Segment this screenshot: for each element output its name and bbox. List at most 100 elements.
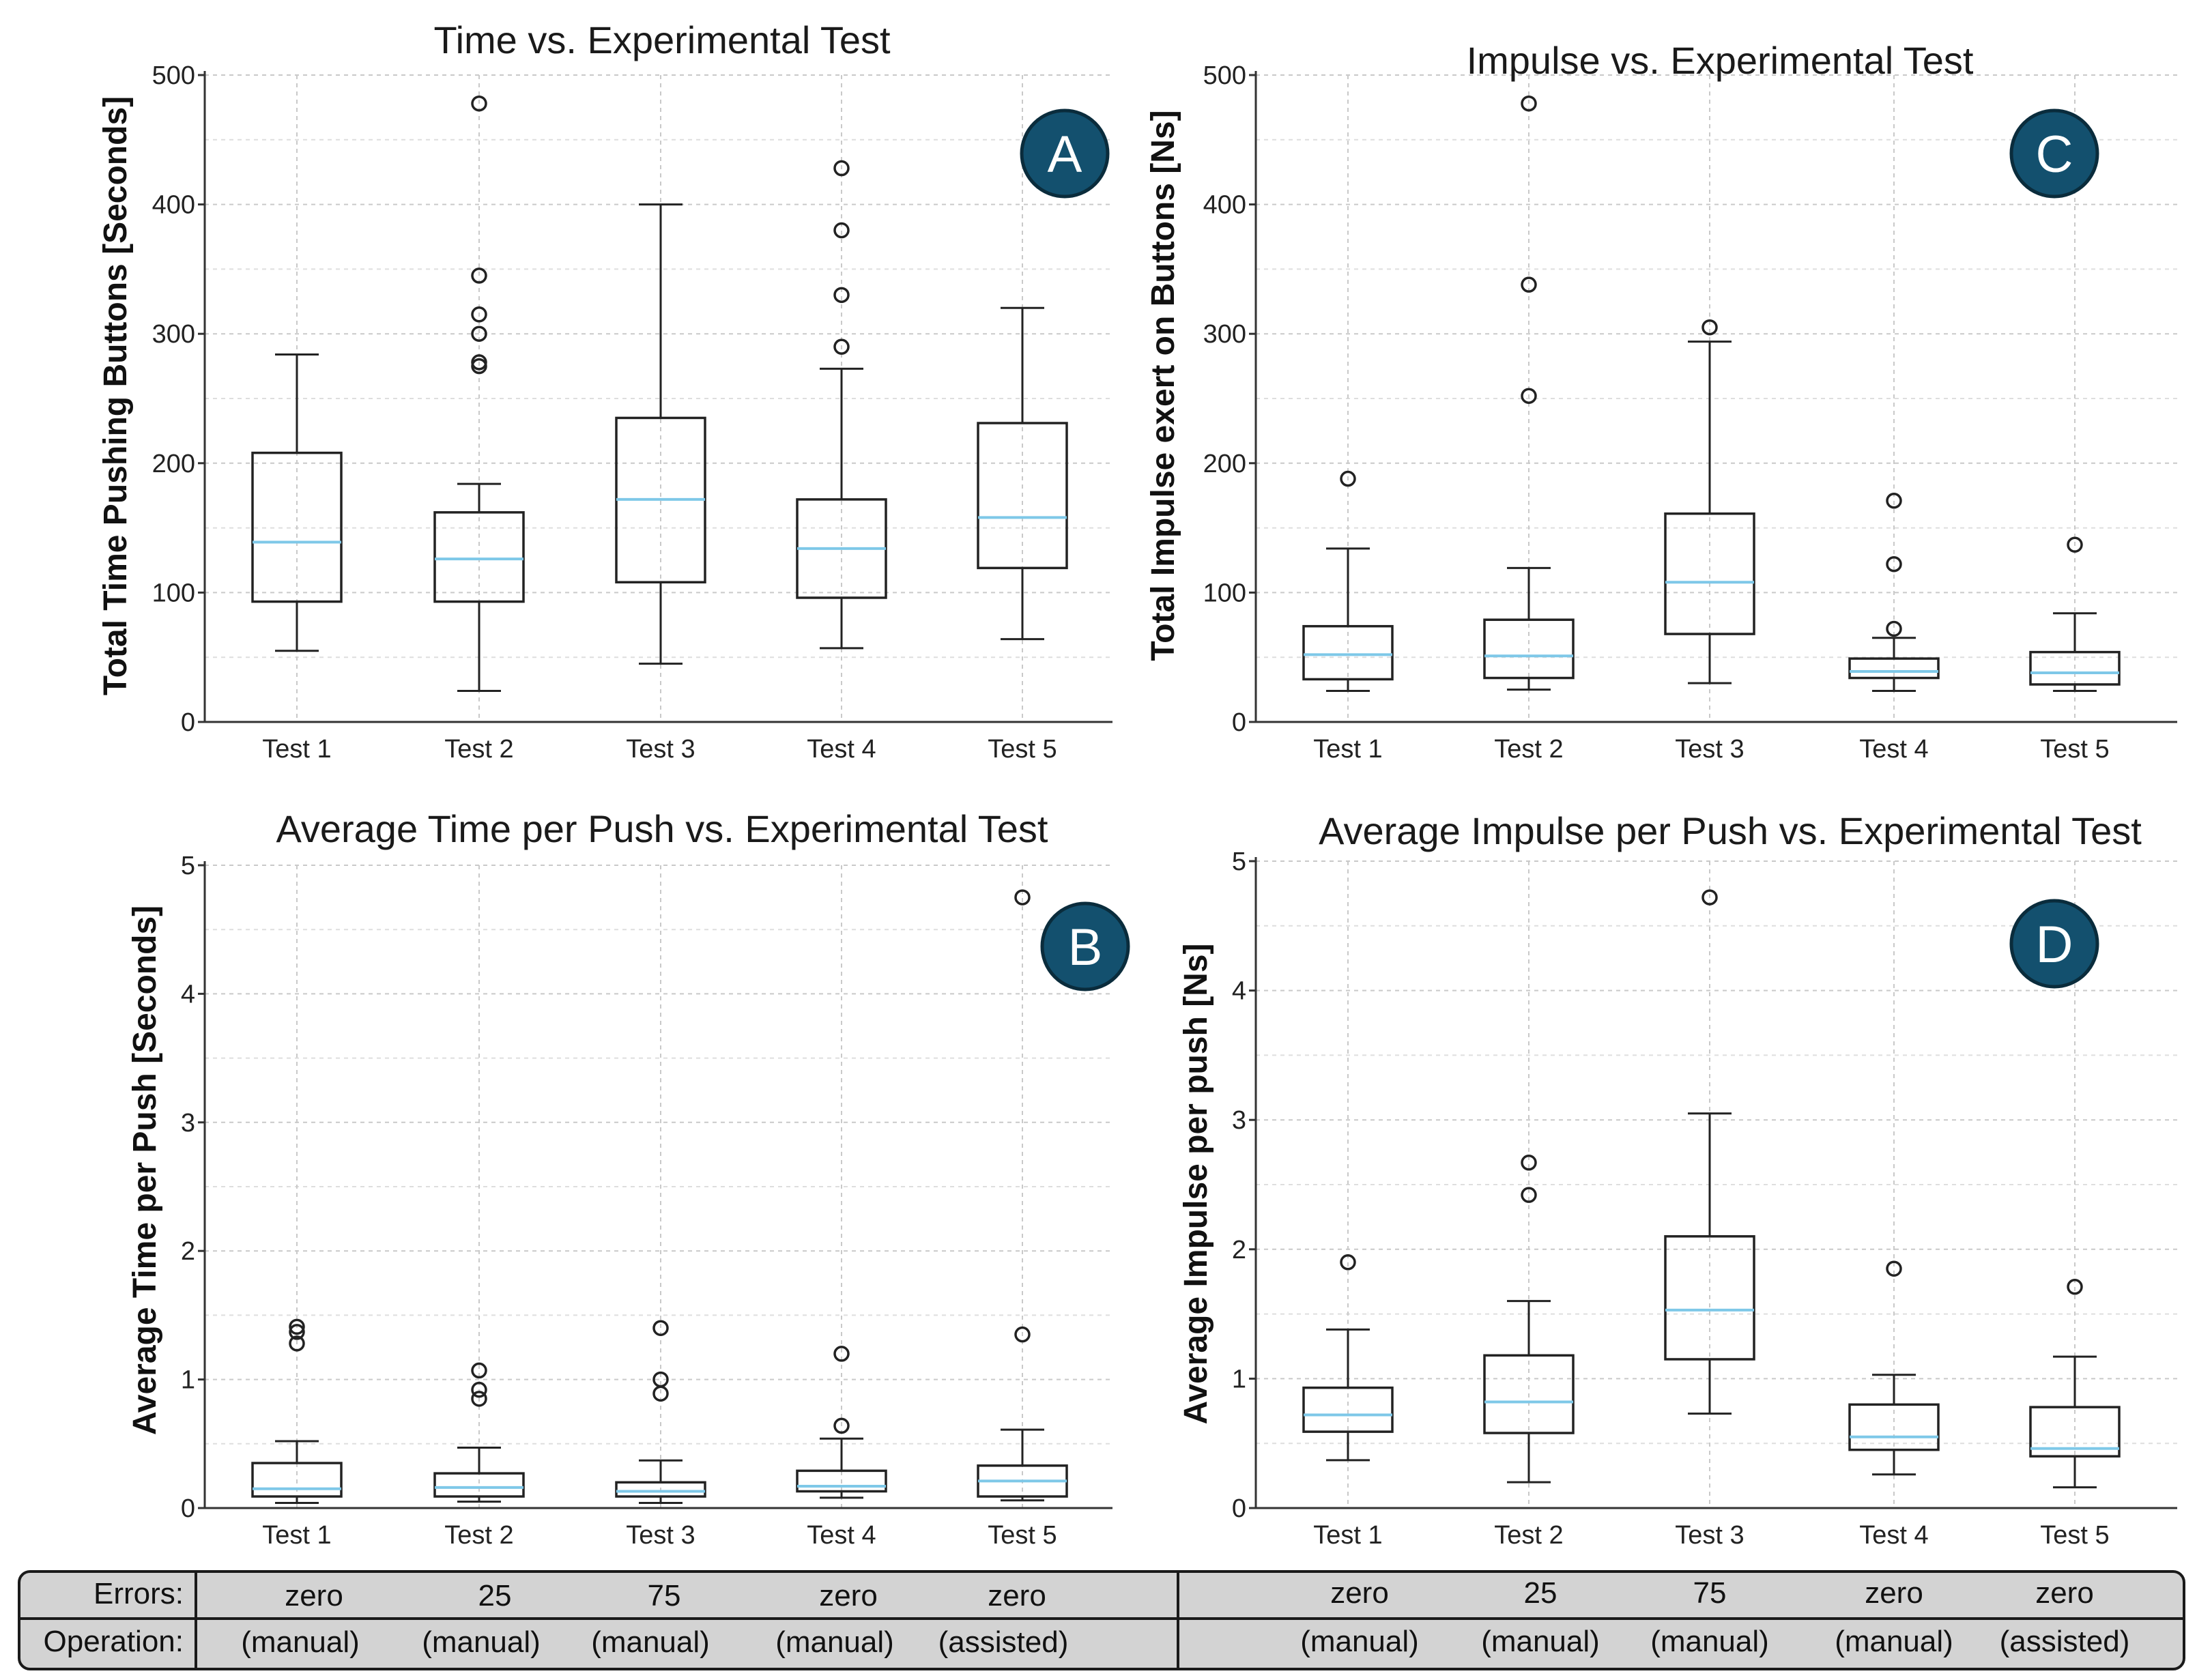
iqr-box [977, 422, 1068, 570]
iqr-box [1483, 618, 1575, 680]
panel-badge-label: B [1068, 918, 1103, 976]
y-tick-label: 0 [1232, 708, 1246, 737]
chart-panel-d: 0 1 2 3 4 5 Test 1 Test 2 Test 3 Test 4 Test 5 Aver… [1178, 809, 2177, 1550]
conditions-table: Errors: Operation: zero (manual) 25 (manual) 7… [18, 1570, 2185, 1670]
y-tick-label: 0 [181, 1494, 195, 1523]
left-operation-cell: (manual) [775, 1625, 894, 1659]
chart-title: Impulse vs. Experimental Test [1467, 39, 1974, 82]
outlier-point [833, 222, 850, 239]
outlier-point [471, 354, 487, 371]
chart-title: Time vs. Experimental Test [433, 18, 891, 61]
x-tick-label: Test 4 [807, 1521, 876, 1550]
iqr-box [615, 1481, 706, 1498]
iqr-box [251, 1462, 343, 1498]
y-axis-label: Total Time Pushing Buttons [Seconds] [98, 96, 134, 695]
outlier-point [1014, 1326, 1031, 1343]
outlier-point [471, 325, 487, 342]
table-border [18, 1570, 2185, 1670]
outlier-point [289, 1318, 305, 1335]
left-operation-cell: (manual) [422, 1625, 541, 1659]
operation-label: Operation: [44, 1625, 184, 1658]
chart-title: Average Impulse per Push vs. Experimenta… [1319, 809, 2142, 852]
box-5 [977, 306, 1068, 641]
left-errors-cell: 25 [478, 1579, 512, 1612]
y-tick-label: 100 [152, 579, 195, 607]
outlier-point [289, 1335, 305, 1352]
x-tick-label: Test 5 [988, 1521, 1057, 1550]
y-tick-label: 200 [152, 450, 195, 478]
x-tick-label: Test 3 [1675, 735, 1744, 764]
outlier-point [1886, 620, 1902, 637]
outlier-point [652, 1371, 669, 1388]
outlier-point [1701, 889, 1718, 906]
box-1 [1302, 470, 1394, 692]
box-5 [977, 889, 1068, 1502]
outlier-point [1701, 319, 1718, 336]
box-2 [433, 1362, 525, 1503]
y-tick-label: 1 [181, 1366, 195, 1395]
errors-label: Errors: [94, 1577, 184, 1610]
x-tick-label: Test 1 [262, 1521, 331, 1550]
y-axis-label: Average Time per Push [Seconds] [127, 906, 163, 1435]
outlier-point [2067, 536, 2083, 553]
chart-panel-b: 0 1 2 3 4 5 Test 1 Test 2 Test 3 Test 4 Test 5 Aver… [127, 807, 1130, 1550]
box-4 [1848, 493, 1940, 692]
left-errors-cell: 75 [648, 1579, 681, 1612]
y-tick-label: 0 [181, 708, 195, 737]
outlier-point [471, 1362, 487, 1379]
outlier-point [1521, 388, 1537, 404]
outlier-point [1521, 1155, 1537, 1171]
box-3 [1664, 319, 1755, 684]
y-tick-label: 500 [1203, 61, 1246, 90]
iqr-box [433, 1472, 525, 1498]
y-axis-label: Average Impulse per push [Ns] [1178, 943, 1214, 1424]
panel-badge-label: C [2036, 126, 2073, 184]
left-operation-cell: (manual) [241, 1625, 360, 1659]
y-tick-label: 400 [1203, 191, 1246, 220]
iqr-box [1848, 1403, 1940, 1451]
right-operation-cell: (assisted) [2000, 1625, 2130, 1658]
box-5 [2029, 536, 2121, 692]
x-tick-label: Test 1 [1313, 1521, 1382, 1550]
left-operation-cell: (manual) [591, 1625, 710, 1659]
y-tick-label: 300 [152, 320, 195, 349]
right-errors-cell: zero [1330, 1576, 1389, 1610]
outlier-point [1340, 470, 1356, 487]
box-4 [1848, 1260, 1940, 1476]
outlier-point [471, 1391, 487, 1407]
right-operation-cell: (manual) [1300, 1625, 1419, 1658]
outlier-point [1886, 1260, 1902, 1277]
left-operation-cell: (assisted) [938, 1625, 1069, 1659]
right-operation-cell: (manual) [1835, 1625, 1953, 1658]
box-2 [1483, 1155, 1575, 1483]
outlier-point [833, 1417, 850, 1434]
table-background [19, 1572, 2184, 1669]
outlier-point [833, 1346, 850, 1362]
y-tick-label: 300 [1203, 320, 1246, 349]
box-5 [2029, 1279, 2121, 1489]
panel-badge [2009, 899, 2099, 989]
iqr-box [251, 451, 343, 603]
iqr-box [1483, 1354, 1575, 1434]
box-4 [796, 160, 887, 650]
left-errors-cell: zero [285, 1579, 343, 1612]
outlier-point [2067, 1279, 2083, 1295]
iqr-box [1664, 1235, 1755, 1361]
y-tick-label: 200 [1203, 450, 1246, 478]
iqr-box [2029, 650, 2121, 686]
iqr-box [1302, 624, 1394, 681]
outlier-point [1014, 889, 1031, 906]
outlier-point [471, 306, 487, 323]
right-errors-cell: 25 [1524, 1576, 1557, 1610]
box-1 [251, 353, 343, 652]
x-tick-label: Test 1 [1313, 735, 1382, 764]
y-tick-label: 100 [1203, 579, 1246, 607]
outlier-point [1521, 95, 1537, 112]
y-tick-label: 0 [1232, 1494, 1246, 1523]
panel-badge [1040, 901, 1130, 991]
x-tick-label: Test 4 [1859, 735, 1928, 764]
y-tick-label: 1 [1232, 1365, 1246, 1393]
outlier-point [471, 267, 487, 284]
panel-badge-label: D [2036, 916, 2073, 974]
